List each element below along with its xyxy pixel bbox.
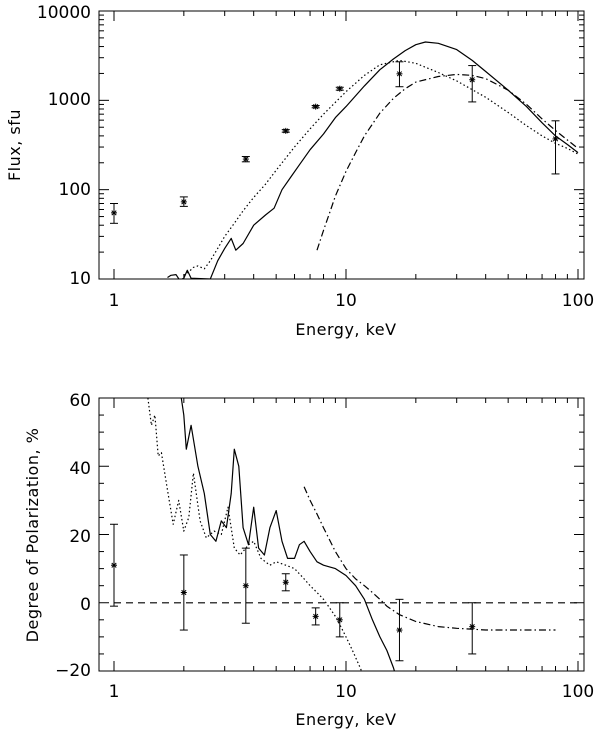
polarization-x-tick-label: 100	[562, 682, 594, 702]
flux-y-tick-label: 10	[69, 269, 91, 289]
data-point	[312, 613, 319, 620]
polarization-y-tick-label: 60	[69, 391, 91, 411]
data-point	[469, 623, 476, 630]
data-point	[396, 627, 403, 634]
data-point-stroke	[396, 71, 403, 77]
series-line-dotted	[147, 398, 363, 671]
polarization-axis-ticks	[99, 397, 584, 672]
data-point-stroke	[181, 589, 187, 596]
polarization-x-tick-label: 1	[109, 682, 120, 702]
data-point	[242, 156, 249, 163]
polarization-y-tick-label: 20	[69, 527, 91, 547]
data-point-stroke	[181, 199, 187, 205]
data-point-stroke	[283, 579, 289, 585]
flux-y-tick-label: 10000	[37, 3, 91, 23]
flux-y-tick-label: 100	[59, 180, 91, 200]
series-line-dotted	[183, 59, 579, 276]
data-point-stroke	[552, 136, 559, 142]
data-point	[180, 589, 187, 596]
polarization-series	[114, 398, 578, 671]
polarization-y-axis-label: Degree of Polarization, %	[23, 428, 42, 643]
data-point-stroke	[283, 128, 289, 134]
flux-series	[167, 41, 579, 279]
data-point-stroke	[313, 104, 319, 110]
data-point	[396, 70, 403, 77]
flux-axis-ticks	[99, 10, 584, 280]
flux-panel: 1 10 100 10 100 1000 10000 Energy, keV F…	[5, 3, 594, 339]
polarization-panel: 1 10 100 −20 0 20 40 60 Energy, keV Degr…	[23, 391, 594, 729]
flux-x-tick-label: 10	[335, 291, 357, 311]
data-point-stroke	[243, 156, 249, 162]
data-point	[336, 616, 343, 623]
data-point	[180, 198, 187, 205]
flux-y-axis-label: Flux, sfu	[5, 109, 24, 181]
data-point-stroke	[111, 562, 117, 568]
series-line-solid	[167, 41, 579, 279]
data-point-stroke	[337, 617, 343, 623]
polarization-data-points	[110, 523, 477, 662]
flux-x-tick-label: 100	[562, 291, 594, 311]
data-point-stroke	[111, 210, 117, 216]
flux-data-points	[110, 61, 560, 224]
data-point-stroke	[469, 77, 475, 83]
polarization-y-tick-label: 40	[69, 459, 91, 479]
data-point-stroke	[469, 624, 475, 630]
data-point	[336, 85, 343, 92]
flux-x-tick-label: 1	[109, 291, 120, 311]
polarization-y-tick-label: 0	[80, 595, 91, 615]
data-point	[111, 209, 117, 216]
series-line-solid	[180, 398, 396, 671]
polarization-x-axis-label: Energy, keV	[295, 710, 396, 729]
data-point	[282, 579, 289, 586]
data-point-stroke	[396, 627, 403, 633]
polarization-y-tick-label: −20	[55, 661, 91, 681]
flux-plot-frame	[98, 10, 585, 280]
flux-y-tick-label: 1000	[48, 90, 91, 110]
data-point-stroke	[337, 86, 343, 92]
series-line-dash-dot	[303, 486, 556, 631]
data-point	[242, 582, 249, 589]
series-line-dash-dot	[316, 73, 579, 251]
polarization-x-tick-label: 10	[335, 682, 357, 702]
flux-x-axis-label: Energy, keV	[295, 320, 396, 339]
data-point	[469, 76, 476, 83]
data-point	[111, 562, 117, 569]
data-point-stroke	[313, 613, 319, 620]
data-point	[312, 103, 319, 110]
data-point	[282, 127, 289, 134]
data-point	[552, 135, 559, 142]
data-point-stroke	[243, 583, 249, 589]
